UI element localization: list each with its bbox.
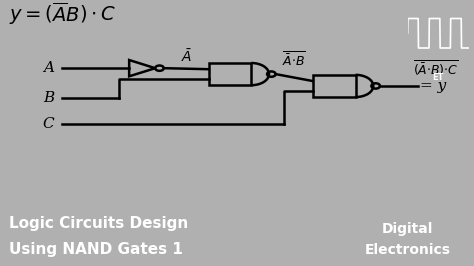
Text: = y: = y xyxy=(420,79,447,93)
Text: $\overline{\bar{A}{\cdot}B}$: $\overline{\bar{A}{\cdot}B}$ xyxy=(283,51,306,69)
Text: $y=(\overline{\overline{A}B})\cdot C$: $y=(\overline{\overline{A}B})\cdot C$ xyxy=(9,0,117,27)
Text: Using NAND Gates 1: Using NAND Gates 1 xyxy=(9,242,183,257)
Text: C: C xyxy=(43,118,55,131)
Text: $\overline{(\bar{A}{\cdot}B){\cdot}C}$: $\overline{(\bar{A}{\cdot}B){\cdot}C}$ xyxy=(413,59,459,78)
Text: Logic Circuits Design: Logic Circuits Design xyxy=(9,216,189,231)
Bar xyxy=(313,75,356,97)
Text: $\bar{A}$: $\bar{A}$ xyxy=(181,48,192,65)
Text: Digital: Digital xyxy=(382,222,433,236)
Text: A: A xyxy=(44,61,55,75)
Text: ET: ET xyxy=(433,73,444,82)
Bar xyxy=(209,63,251,85)
Text: Electronics: Electronics xyxy=(365,243,451,257)
Text: B: B xyxy=(43,91,55,105)
